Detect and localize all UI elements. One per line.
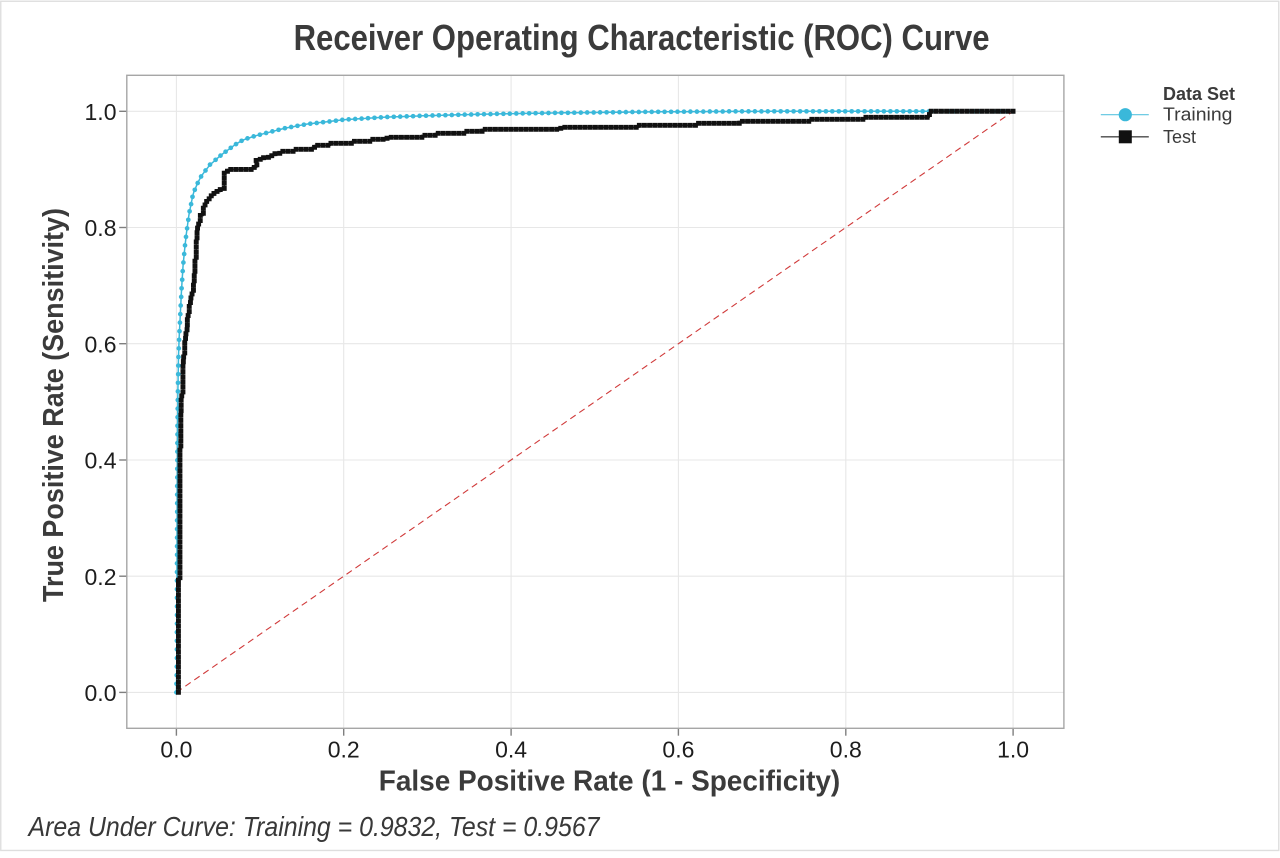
svg-text:0.4: 0.4 [495,736,527,762]
svg-text:0.0: 0.0 [160,736,192,762]
svg-text:0.0: 0.0 [85,680,117,706]
svg-text:Training: Training [1163,105,1233,125]
svg-text:0.4: 0.4 [85,448,117,474]
svg-text:True Positive Rate (Sensitivit: True Positive Rate (Sensitivity) [38,208,70,602]
svg-text:Area Under Curve: Training = 0: Area Under Curve: Training = 0.9832, Tes… [27,811,601,842]
svg-text:0.6: 0.6 [662,736,694,762]
svg-text:0.6: 0.6 [85,331,117,357]
svg-text:Receiver Operating Characteris: Receiver Operating Characteristic (ROC) … [294,17,990,58]
svg-text:False Positive Rate (1 - Speci: False Positive Rate (1 - Specificity) [379,766,841,798]
svg-text:0.2: 0.2 [85,564,117,590]
svg-text:0.2: 0.2 [328,736,360,762]
svg-text:1.0: 1.0 [997,736,1029,762]
svg-text:Data Set: Data Set [1163,84,1235,104]
svg-text:Test: Test [1163,127,1196,147]
svg-text:0.8: 0.8 [85,215,117,241]
svg-text:0.8: 0.8 [830,736,862,762]
svg-text:1.0: 1.0 [85,99,117,125]
